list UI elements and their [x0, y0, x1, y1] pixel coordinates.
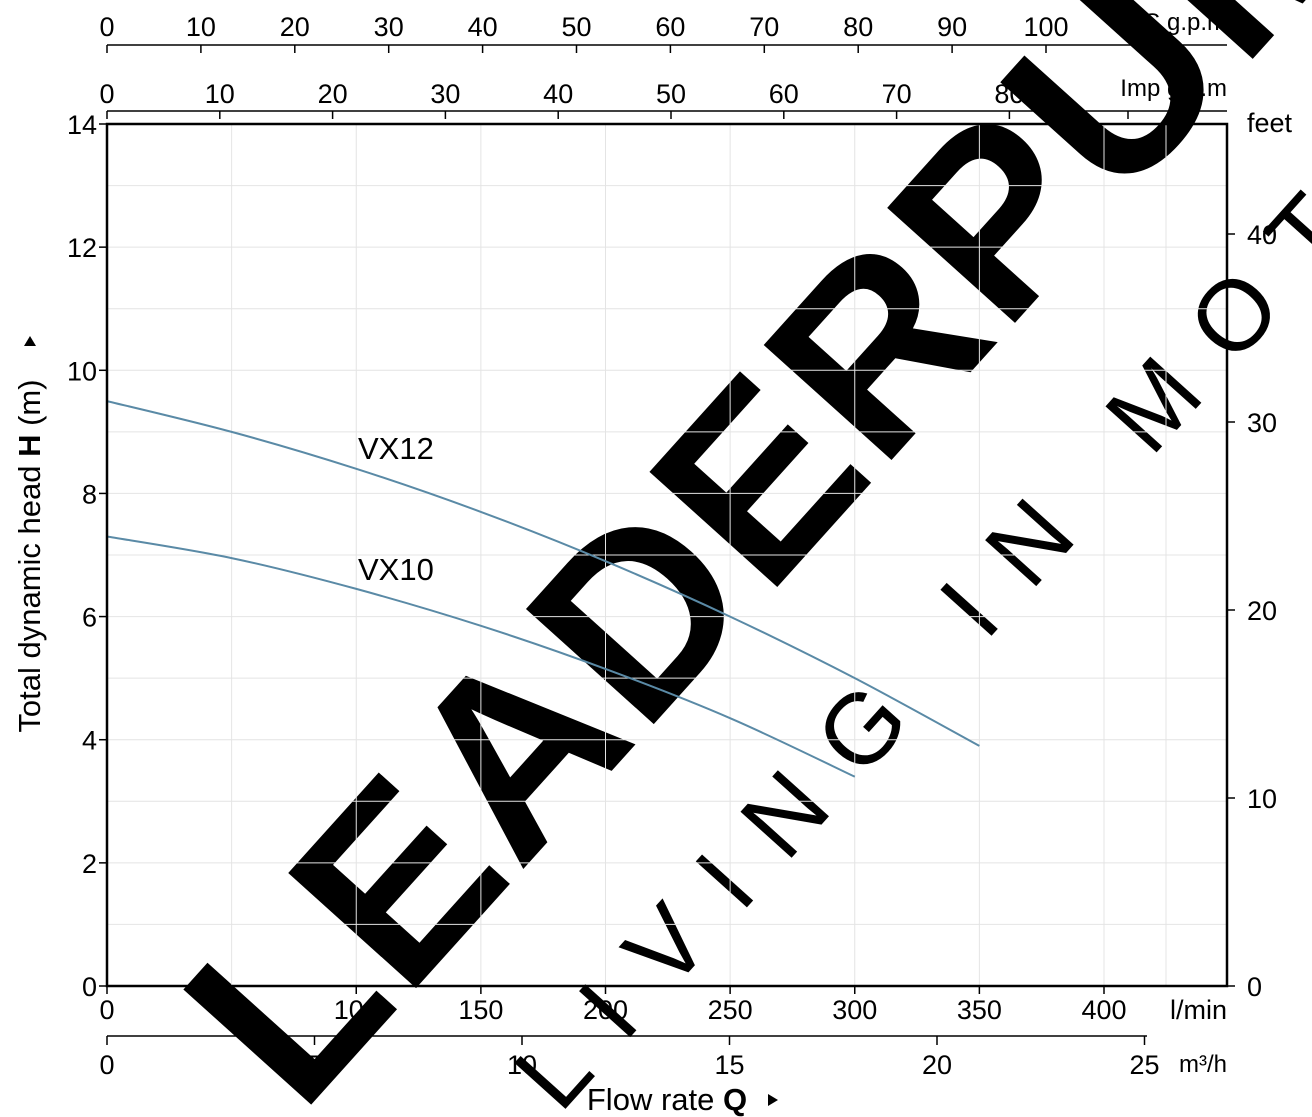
x-axis-title: Flow rate Q	[587, 1082, 747, 1117]
x-tick-label: 300	[832, 995, 877, 1025]
m3h-tick-label: 5	[307, 1050, 322, 1080]
feet-unit-label: feet	[1247, 108, 1293, 138]
usgpm-tick-label: 0	[99, 12, 114, 42]
y-axis-title-text: Total dynamic head	[12, 457, 47, 733]
y-axis-arrow-icon	[24, 336, 36, 346]
plot-frame	[105, 122, 1229, 988]
series-line-vx12	[106, 400, 980, 747]
impgpm-tick-label: 30	[430, 79, 460, 109]
x-tick-label: 250	[708, 995, 753, 1025]
feet-tick-label: 30	[1247, 408, 1277, 438]
x-axis-arrow-icon	[768, 1094, 778, 1106]
usgpm-tick-label: 90	[937, 12, 967, 42]
curves: VX12 VX10	[106, 400, 980, 778]
y-axis-title-symbol: H	[12, 434, 47, 456]
y-axis-title-unit: (m)	[12, 379, 47, 434]
y-tick-label: 4	[82, 726, 97, 756]
usgpm-tick-label: 20	[280, 12, 310, 42]
usgpm-tick-label: 10	[186, 12, 216, 42]
m3h-tick-label: 0	[99, 1050, 114, 1080]
y-tick-label: 0	[82, 972, 97, 1002]
impgpm-tick-label: 50	[656, 79, 686, 109]
impgpm-tick-label: 60	[769, 79, 799, 109]
grid	[107, 124, 1227, 986]
x-tick-label: 200	[583, 995, 628, 1025]
x-tick-label: 100	[334, 995, 379, 1025]
impgpm-tick-label: 0	[99, 79, 114, 109]
y-tick-label: 8	[82, 479, 97, 509]
series-label-vx12: VX12	[358, 431, 434, 466]
usgpm-tick-label: 70	[749, 12, 779, 42]
impgpm-tick-label: 10	[205, 79, 235, 109]
x-tick-label: 150	[458, 995, 503, 1025]
y-axis-title: Total dynamic head H (m)	[12, 379, 47, 732]
series-line-vx10	[106, 535, 856, 778]
impgpm-tick-label: 70	[882, 79, 912, 109]
impgpm-tick-label: 40	[543, 79, 573, 109]
feet-tick-label: 40	[1247, 220, 1277, 250]
usgpm-tick-label: 60	[655, 12, 685, 42]
y-tick-label: 14	[67, 110, 97, 140]
lmin-unit-label: l/min	[1170, 995, 1227, 1025]
x-tick-label: 400	[1081, 995, 1126, 1025]
x-axis-title-symbol: Q	[723, 1082, 747, 1117]
usgpm-tick-label: 50	[561, 12, 591, 42]
x-axis-title-text: Flow rate	[587, 1082, 723, 1117]
usgpm-tick-label: 80	[843, 12, 873, 42]
impgpm-unit-label: Imp g.p.m	[1120, 75, 1227, 102]
y-tick-label: 6	[82, 603, 97, 633]
m3h-tick-label: 15	[714, 1050, 744, 1080]
y-tick-label: 10	[67, 356, 97, 386]
series-label-vx10: VX10	[358, 552, 434, 587]
usgpm-unit-label: US g.p.m	[1127, 9, 1227, 36]
feet-tick-label: 0	[1247, 972, 1262, 1002]
x-tick-label: 350	[957, 995, 1002, 1025]
m3h-tick-label: 25	[1129, 1050, 1159, 1080]
y-tick-label: 2	[82, 849, 97, 879]
impgpm-tick-label: 80	[994, 79, 1024, 109]
feet-tick-label: 10	[1247, 784, 1277, 814]
x-tick-label: 0	[99, 995, 114, 1025]
usgpm-tick-label: 100	[1023, 12, 1068, 42]
impgpm-tick-label: 20	[318, 79, 348, 109]
m3h-tick-label: 20	[922, 1050, 952, 1080]
usgpm-tick-label: 40	[468, 12, 498, 42]
x-tick-label: 50	[217, 995, 247, 1025]
usgpm-tick-label: 30	[374, 12, 404, 42]
m3h-unit-label: m³/h	[1179, 1051, 1227, 1078]
m3h-tick-label: 10	[507, 1050, 537, 1080]
y-tick-label: 12	[67, 233, 97, 263]
feet-tick-label: 20	[1247, 596, 1277, 626]
